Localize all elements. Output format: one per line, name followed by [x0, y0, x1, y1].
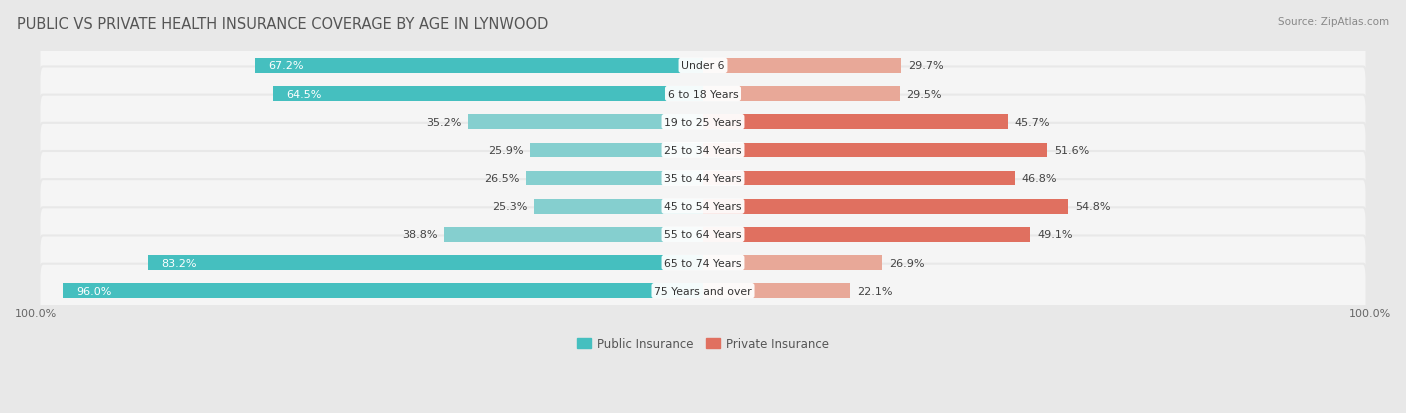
- Bar: [534, 199, 703, 214]
- Bar: [273, 87, 703, 102]
- Bar: [444, 228, 703, 242]
- Bar: [703, 143, 1047, 158]
- Text: 65 to 74 Years: 65 to 74 Years: [664, 258, 742, 268]
- Text: 35 to 44 Years: 35 to 44 Years: [664, 173, 742, 184]
- Text: 26.5%: 26.5%: [484, 173, 520, 184]
- Bar: [703, 256, 883, 270]
- Text: 26.9%: 26.9%: [889, 258, 925, 268]
- Text: Source: ZipAtlas.com: Source: ZipAtlas.com: [1278, 17, 1389, 26]
- FancyBboxPatch shape: [39, 39, 1367, 93]
- FancyBboxPatch shape: [39, 208, 1367, 262]
- Text: 22.1%: 22.1%: [858, 286, 893, 296]
- Text: 25 to 34 Years: 25 to 34 Years: [664, 145, 742, 155]
- Bar: [63, 284, 703, 298]
- Text: 19 to 25 Years: 19 to 25 Years: [664, 117, 742, 127]
- FancyBboxPatch shape: [39, 67, 1367, 121]
- Text: 49.1%: 49.1%: [1038, 230, 1073, 240]
- Text: 35.2%: 35.2%: [426, 117, 461, 127]
- Text: 75 Years and over: 75 Years and over: [654, 286, 752, 296]
- Text: 45.7%: 45.7%: [1015, 117, 1050, 127]
- Text: 51.6%: 51.6%: [1053, 145, 1090, 155]
- Text: 54.8%: 54.8%: [1076, 202, 1111, 212]
- Text: 25.3%: 25.3%: [492, 202, 527, 212]
- Text: 29.7%: 29.7%: [908, 61, 943, 71]
- Bar: [703, 87, 900, 102]
- FancyBboxPatch shape: [39, 264, 1367, 318]
- Bar: [703, 115, 1008, 130]
- Bar: [254, 59, 703, 74]
- Bar: [703, 228, 1031, 242]
- FancyBboxPatch shape: [39, 236, 1367, 290]
- Bar: [703, 171, 1015, 186]
- Text: 67.2%: 67.2%: [269, 61, 304, 71]
- Text: 55 to 64 Years: 55 to 64 Years: [664, 230, 742, 240]
- Bar: [703, 199, 1069, 214]
- Text: 38.8%: 38.8%: [402, 230, 437, 240]
- Text: 96.0%: 96.0%: [76, 286, 111, 296]
- Text: 46.8%: 46.8%: [1022, 173, 1057, 184]
- Bar: [703, 59, 901, 74]
- Text: PUBLIC VS PRIVATE HEALTH INSURANCE COVERAGE BY AGE IN LYNWOOD: PUBLIC VS PRIVATE HEALTH INSURANCE COVER…: [17, 17, 548, 31]
- Bar: [530, 143, 703, 158]
- Bar: [526, 171, 703, 186]
- Text: 29.5%: 29.5%: [907, 89, 942, 99]
- Legend: Public Insurance, Private Insurance: Public Insurance, Private Insurance: [572, 332, 834, 355]
- Text: 45 to 54 Years: 45 to 54 Years: [664, 202, 742, 212]
- Text: Under 6: Under 6: [682, 61, 724, 71]
- Text: 6 to 18 Years: 6 to 18 Years: [668, 89, 738, 99]
- Bar: [468, 115, 703, 130]
- Text: 25.9%: 25.9%: [488, 145, 523, 155]
- Text: 83.2%: 83.2%: [162, 258, 197, 268]
- Bar: [148, 256, 703, 270]
- FancyBboxPatch shape: [39, 95, 1367, 150]
- FancyBboxPatch shape: [39, 180, 1367, 234]
- FancyBboxPatch shape: [39, 152, 1367, 206]
- Text: 64.5%: 64.5%: [287, 89, 322, 99]
- Bar: [703, 284, 851, 298]
- FancyBboxPatch shape: [39, 123, 1367, 178]
